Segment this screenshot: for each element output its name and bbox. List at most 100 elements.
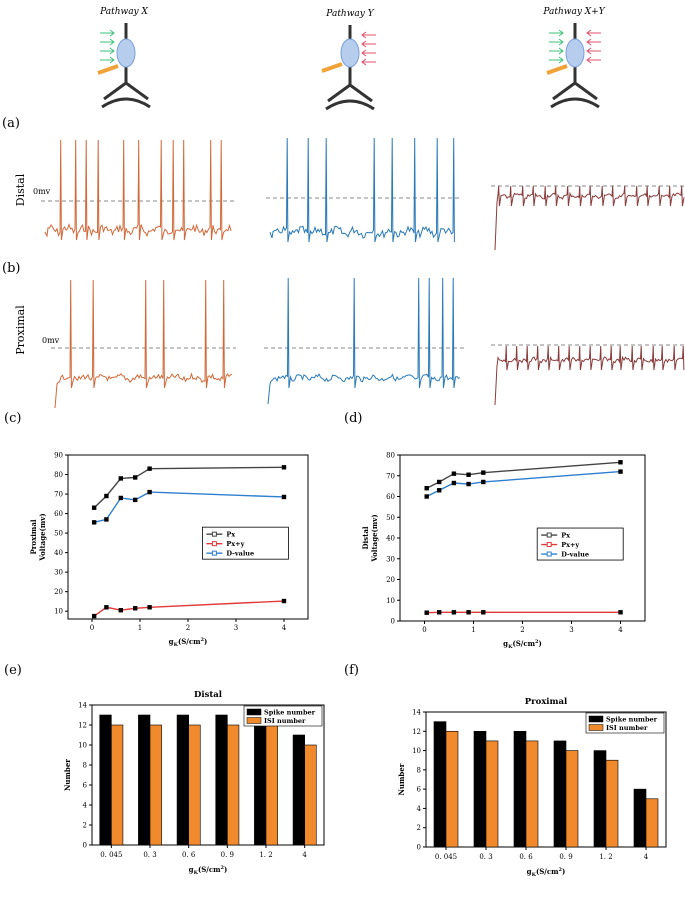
y-tick-label: 2 [83, 822, 87, 830]
y-tick-label: 0 [417, 844, 421, 852]
y-tick-label: 4 [417, 805, 422, 813]
data-point [437, 610, 442, 615]
bar-isi-number [565, 750, 579, 848]
data-point [147, 466, 152, 471]
bar-isi-number [188, 724, 201, 846]
data-point [91, 613, 97, 619]
row-label-distal: Distal [14, 173, 27, 206]
series-Px+y [424, 610, 623, 615]
data-point [451, 610, 457, 615]
x-tick-label: 0. 045 [100, 851, 122, 859]
trace-proximal-y [264, 277, 464, 405]
data-point [133, 606, 138, 611]
data-point [481, 470, 486, 475]
data-point [104, 605, 109, 610]
y-tick-label: 20 [54, 588, 63, 596]
x-tick-label: 3 [234, 624, 238, 632]
chart-title: Distal [194, 690, 223, 700]
trace-distal-y [266, 137, 459, 243]
data-point [451, 471, 457, 476]
x-tick-label: 0 [422, 626, 426, 634]
y-tick-label: 14 [78, 702, 87, 710]
y-tick-label: 70 [54, 491, 63, 499]
data-point [466, 610, 471, 615]
bar-spike-number [99, 714, 112, 846]
legend-marker [211, 531, 217, 537]
data-point [481, 479, 486, 485]
y-tick-label: 6 [417, 786, 422, 794]
bar-spike-number [513, 730, 527, 848]
neuron-y-icon [321, 25, 376, 111]
legend-swatch [588, 724, 604, 731]
bar-spike-number [433, 721, 447, 848]
x-axis-label: gK(S/cm2) [169, 637, 208, 648]
line-chart-d: 0 1 2 3 401020304050607080DistalVoltage(mv)g… [361, 452, 646, 650]
legend-label: Spike number [606, 716, 658, 724]
data-point [424, 494, 429, 499]
data-point [147, 605, 152, 610]
legend-marker [211, 550, 217, 556]
x-tick-label: 0. 9 [559, 853, 572, 861]
bar-spike-number [254, 714, 267, 846]
membrane-trace [269, 137, 455, 243]
series-Px [91, 465, 287, 510]
data-point [466, 481, 471, 487]
bar-isi-number [485, 740, 499, 848]
plot-frame [425, 711, 667, 848]
neuron-x-icon [97, 23, 151, 109]
charts: 0 1 2 3 4102030405060708090ProximalVoltage(m… [29, 452, 667, 878]
y-tick-label: 60 [386, 493, 395, 501]
y-tick-label: 80 [386, 452, 395, 460]
x-tick-label: 1. 2 [599, 853, 612, 861]
data-point [104, 493, 109, 499]
data-point [481, 610, 486, 615]
data-point [424, 486, 429, 491]
series-D-value [424, 469, 623, 499]
y-tick-label: 14 [412, 709, 421, 717]
y-tick-label: 50 [386, 514, 395, 522]
membrane-trace [494, 185, 685, 251]
bar-spike-number [176, 714, 189, 846]
pathway-y-title: Pathway Y [325, 9, 374, 19]
y-axis-label: Number [63, 759, 72, 791]
data-point [147, 489, 152, 495]
data-point [437, 479, 442, 485]
y-tick-label: 60 [54, 510, 63, 518]
x-tick-label: 0. 3 [143, 851, 156, 859]
plot-frame [91, 704, 325, 846]
legend-label: Px [561, 532, 570, 540]
data-point [618, 610, 623, 615]
y-axis-label: DistalVoltage(mv) [361, 514, 379, 562]
x-axis-label: gK(S/cm2) [527, 867, 566, 878]
bar-spike-number [473, 730, 487, 848]
x-tick-label: 4 [302, 851, 307, 859]
trace-proximal-xy [491, 344, 685, 406]
y-tick-label: 30 [386, 555, 395, 563]
series-line [93, 466, 285, 509]
x-tick-label: 4 [282, 624, 287, 632]
bar-isi-number [304, 744, 317, 846]
data-point [424, 610, 429, 615]
legend-swatch [588, 715, 604, 723]
x-axis-label: gK(S/cm2) [189, 865, 228, 876]
y-tick-label: 12 [78, 722, 87, 730]
pathway-x-title: Pathway X [99, 7, 148, 17]
y-tick-label: 80 [54, 471, 63, 479]
y-tick-label: 90 [54, 452, 63, 460]
panel-label-e: (e) [4, 663, 22, 678]
legend-label: D-value [561, 551, 589, 559]
legend-marker [546, 532, 552, 538]
y-tick-label: 6 [83, 782, 88, 790]
bar-isi-number [445, 730, 459, 848]
y-tick-label: 12 [412, 728, 421, 736]
x-tick-label: 4 [644, 853, 649, 861]
bar-isi-number [265, 724, 278, 846]
membrane-trace [54, 279, 233, 409]
legend-label: Px [226, 531, 235, 539]
bar-isi-number [605, 759, 619, 848]
y-tick-label: 4 [83, 802, 88, 810]
panel-label-d: (d) [344, 411, 362, 426]
legend-label: Spike number [264, 709, 316, 717]
